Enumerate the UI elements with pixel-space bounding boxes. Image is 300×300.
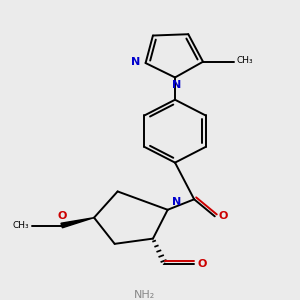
Text: NH₂: NH₂ <box>134 290 155 300</box>
Text: N: N <box>131 57 140 67</box>
Text: CH₃: CH₃ <box>237 56 253 65</box>
Text: N: N <box>172 80 181 90</box>
Text: O: O <box>218 211 228 221</box>
Text: CH₃: CH₃ <box>12 221 29 230</box>
Text: N: N <box>172 197 181 207</box>
Text: O: O <box>58 211 67 221</box>
Text: O: O <box>198 259 207 269</box>
Polygon shape <box>61 218 94 228</box>
